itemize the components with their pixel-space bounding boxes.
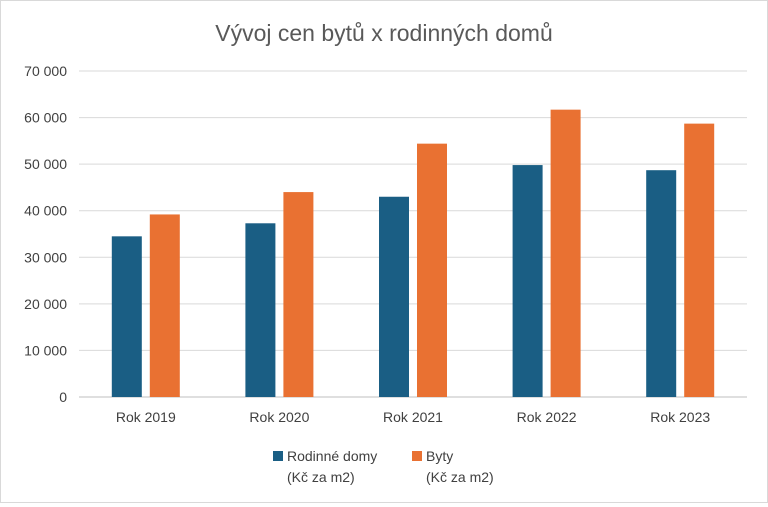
y-tick-label: 30 000 [24,249,67,265]
y-tick-label: 0 [59,389,67,405]
legend-unit: (Kč za m2) [287,469,355,485]
x-tick-label: Rok 2019 [116,409,176,425]
y-tick-label: 60 000 [24,110,67,126]
legend-swatch [273,451,283,461]
y-tick-label: 10 000 [24,342,67,358]
legend-label: Byty [426,448,453,464]
bar-byty [149,214,180,397]
bar-rodinne-domy [111,236,142,397]
x-tick-label: Rok 2021 [383,409,443,425]
bar-rodinne-domy [646,170,677,397]
legend-unit: (Kč za m2) [426,469,494,485]
y-tick-label: 40 000 [24,203,67,219]
bar-byty [417,143,447,397]
chart-title: Vývoj cen bytů x rodinných domů [215,20,553,46]
bar-byty [684,123,715,397]
y-tick-label: 20 000 [24,296,67,312]
y-tick-label: 70 000 [24,63,67,79]
legend-label: Rodinné domy [287,448,377,464]
x-tick-label: Rok 2023 [650,409,710,425]
bar-rodinne-domy [512,165,543,397]
bar-byty [283,192,314,397]
x-tick-label: Rok 2020 [249,409,309,425]
x-tick-label: Rok 2022 [517,409,577,425]
bar-byty [550,109,581,397]
legend-swatch [412,451,422,461]
bar-rodinne-domy [245,223,276,397]
y-tick-label: 50 000 [24,156,67,172]
bar-rodinne-domy [379,196,409,397]
